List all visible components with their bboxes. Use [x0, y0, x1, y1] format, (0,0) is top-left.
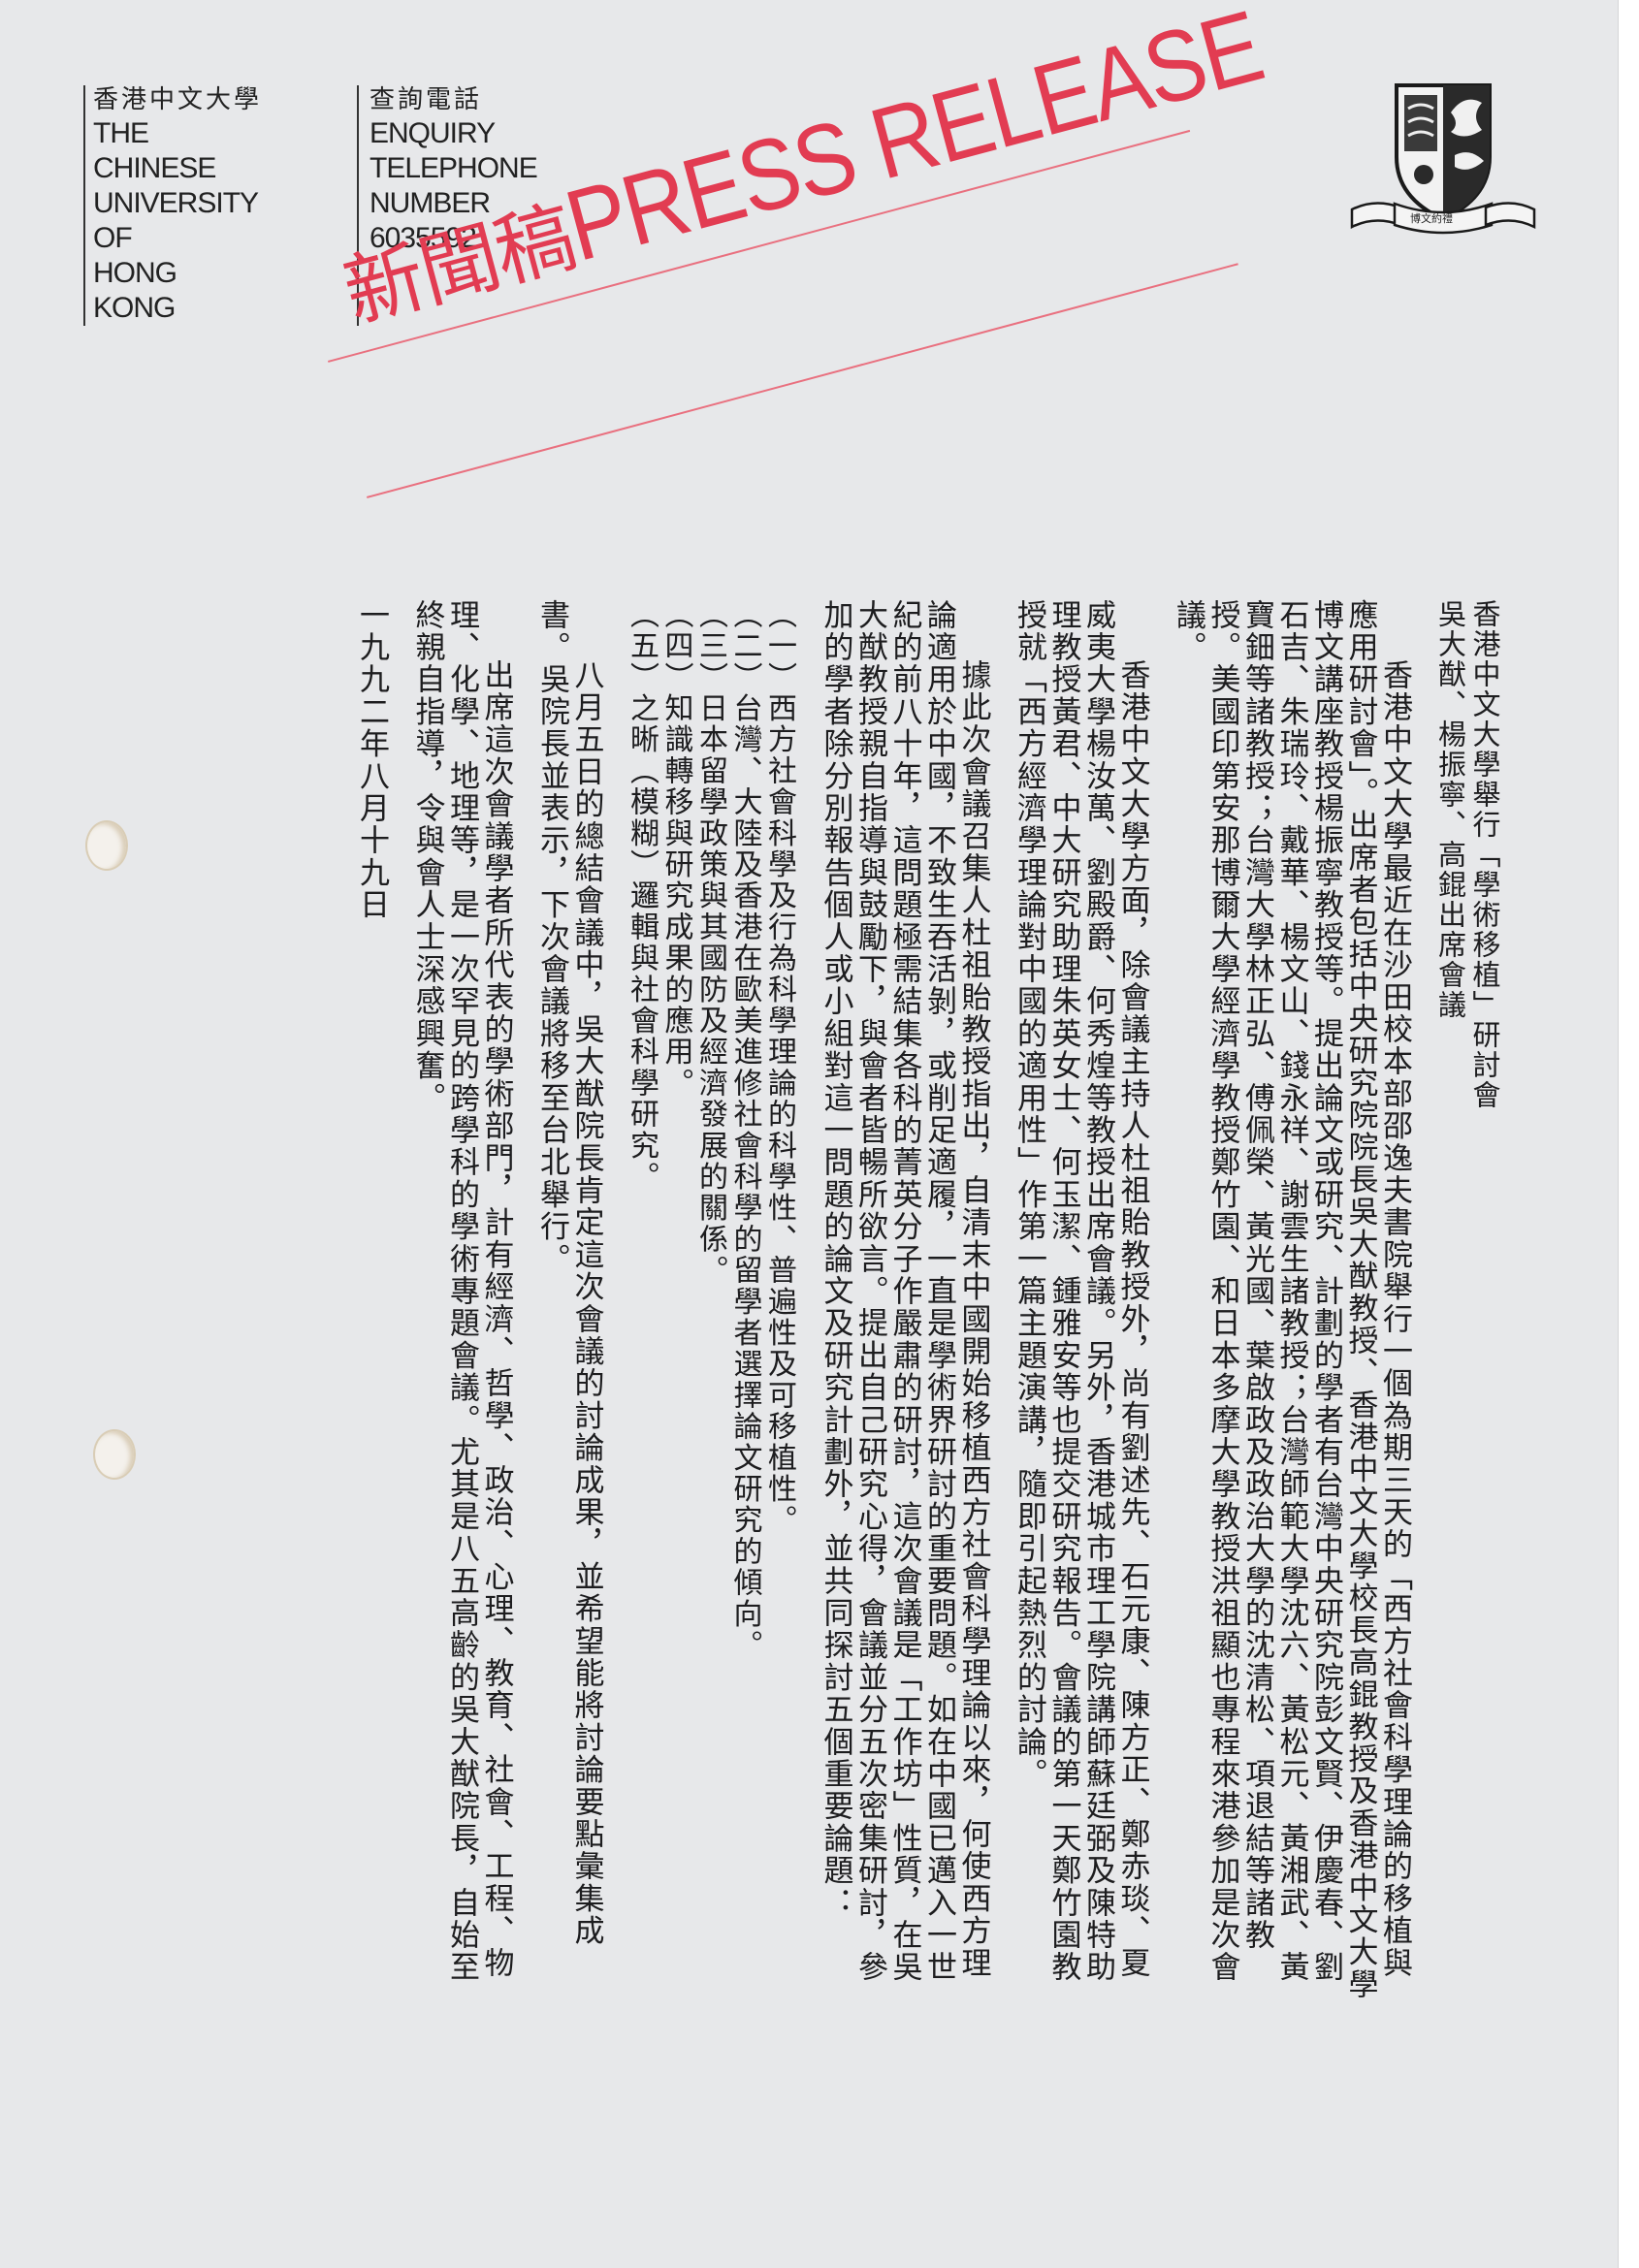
crest-motto: 博文約禮 — [1410, 211, 1453, 225]
topic-item-4: （四）知識轉移與研究成果的應用。 — [659, 599, 693, 1100]
topic-item-5: （五）之晰（模糊）邏輯與社會科學研究。 — [625, 599, 659, 1193]
university-name-block: 香港中文大學 THE CHINESE UNIVERSITY OF HONG KO… — [93, 83, 262, 326]
university-name-en: THE CHINESE UNIVERSITY OF HONG KONG — [93, 117, 259, 324]
punch-hole-bottom — [93, 1429, 136, 1480]
topic-item-2: （二）台灣、大陸及香港在歐美進修社會科學的留學者選擇論文研究的傾向。 — [727, 599, 762, 1661]
paragraph-5: 出席這次會議學者所代表的學術部門，計有經濟、哲學、政治、心理、教育、社會、工程、… — [409, 599, 514, 1984]
header-divider-middle — [357, 85, 359, 326]
paragraph-4: 八月五日的總結會議中，吳大猷院長肯定這次會議的討論成果，並希望能將討論要點彙集成… — [534, 599, 604, 1947]
topic-item-3: （三）日本留學政策與其國防及經濟發展的關係。 — [693, 599, 727, 1287]
paragraph-3: 據此次會議召集人杜祖貽教授指出，自清末中國開始移植西方社會科學理論以來，何使西方… — [818, 599, 991, 1984]
enquiry-block: 查詢電話 ENQUIRY TELEPHONE NUMBER 6035592 — [370, 83, 538, 256]
enquiry-label-en: ENQUIRY TELEPHONE NUMBER 6035592 — [370, 117, 538, 254]
header-divider-left — [83, 85, 85, 326]
paragraph-2: 香港中文大學方面，除會議主持人杜祖貽教授外，尚有劉述先、石元康、陳方正、鄭赤琰、… — [1012, 599, 1150, 1984]
stamp-text-en: PRESS RELEASE — [555, 0, 1273, 283]
headline: 香港中文大學舉行「學術移植」研討會 — [1468, 599, 1501, 1110]
subheadline: 吳大猷、楊振寧、高錕出席會議 — [1433, 599, 1467, 1020]
punch-hole-top — [85, 820, 128, 871]
release-date: 一九九二年八月十九日 — [354, 599, 389, 921]
topic-item-1: （一）西方社會科學及行為科學理論的科學性、普遍性及可移植性。 — [762, 599, 796, 1536]
cuhk-crest-icon: 博文約禮 — [1346, 74, 1579, 242]
paragraph-1: 香港中文大學最近在沙田校本部邵逸夫書院舉行一個為期三天的「西方社會科學理論的移植… — [1171, 599, 1412, 2001]
enquiry-label-cn: 查詢電話 — [370, 85, 483, 114]
article-body: 香港中文大學舉行「學術移植」研討會 吳大猷、楊振寧、高錕出席會議 香港中文大學最… — [163, 599, 1501, 2005]
university-name-cn: 香港中文大學 — [93, 85, 263, 114]
